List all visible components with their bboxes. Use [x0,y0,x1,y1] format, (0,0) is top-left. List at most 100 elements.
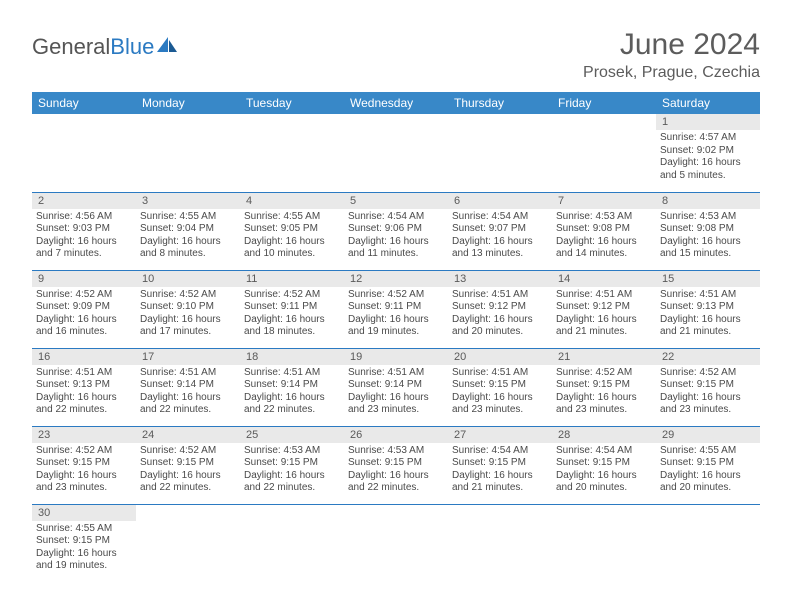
day-number: 13 [448,271,552,287]
day-body: Sunrise: 4:56 AMSunset: 9:03 PMDaylight:… [32,209,136,263]
sunrise-text: Sunrise: 4:51 AM [452,367,548,380]
sail-icon [156,36,178,54]
sunrise-text: Sunrise: 4:51 AM [36,367,132,380]
sunrise-text: Sunrise: 4:52 AM [556,367,652,380]
day-body: Sunrise: 4:53 AMSunset: 9:15 PMDaylight:… [240,443,344,497]
calendar-week: 1Sunrise: 4:57 AMSunset: 9:02 PMDaylight… [32,114,760,192]
daylight-text: Daylight: 16 hours and 14 minutes. [556,236,652,261]
brand-general: General [32,34,110,60]
daylight-text: Daylight: 16 hours and 20 minutes. [556,470,652,495]
calendar-day: 17Sunrise: 4:51 AMSunset: 9:14 PMDayligh… [136,348,240,426]
calendar-day: 4Sunrise: 4:55 AMSunset: 9:05 PMDaylight… [240,192,344,270]
day-body: Sunrise: 4:52 AMSunset: 9:15 PMDaylight:… [552,365,656,419]
daylight-text: Daylight: 16 hours and 7 minutes. [36,236,132,261]
day-number: 20 [448,349,552,365]
sunrise-text: Sunrise: 4:54 AM [452,211,548,224]
daylight-text: Daylight: 16 hours and 21 minutes. [452,470,548,495]
calendar-day: 10Sunrise: 4:52 AMSunset: 9:10 PMDayligh… [136,270,240,348]
daylight-text: Daylight: 16 hours and 22 minutes. [348,470,444,495]
sunset-text: Sunset: 9:15 PM [140,457,236,470]
sunset-text: Sunset: 9:11 PM [244,301,340,314]
day-number: 17 [136,349,240,365]
day-number: 26 [344,427,448,443]
calendar-day: 28Sunrise: 4:54 AMSunset: 9:15 PMDayligh… [552,426,656,504]
weekday-header: Saturday [656,92,760,114]
sunrise-text: Sunrise: 4:52 AM [140,289,236,302]
calendar-day: 21Sunrise: 4:52 AMSunset: 9:15 PMDayligh… [552,348,656,426]
sunset-text: Sunset: 9:13 PM [36,379,132,392]
sunrise-text: Sunrise: 4:52 AM [348,289,444,302]
sunset-text: Sunset: 9:15 PM [660,457,756,470]
day-body: Sunrise: 4:52 AMSunset: 9:15 PMDaylight:… [32,443,136,497]
daylight-text: Daylight: 16 hours and 20 minutes. [452,314,548,339]
day-number: 19 [344,349,448,365]
sunrise-text: Sunrise: 4:54 AM [556,445,652,458]
day-body: Sunrise: 4:51 AMSunset: 9:12 PMDaylight:… [448,287,552,341]
day-number: 11 [240,271,344,287]
sunset-text: Sunset: 9:10 PM [140,301,236,314]
day-body: Sunrise: 4:52 AMSunset: 9:11 PMDaylight:… [240,287,344,341]
sunset-text: Sunset: 9:09 PM [36,301,132,314]
calendar-day: 24Sunrise: 4:52 AMSunset: 9:15 PMDayligh… [136,426,240,504]
calendar-head: SundayMondayTuesdayWednesdayThursdayFrid… [32,92,760,114]
day-body: Sunrise: 4:53 AMSunset: 9:15 PMDaylight:… [344,443,448,497]
sunrise-text: Sunrise: 4:51 AM [452,289,548,302]
sunrise-text: Sunrise: 4:53 AM [348,445,444,458]
calendar-week: 2Sunrise: 4:56 AMSunset: 9:03 PMDaylight… [32,192,760,270]
day-body: Sunrise: 4:51 AMSunset: 9:13 PMDaylight:… [656,287,760,341]
sunrise-text: Sunrise: 4:57 AM [660,132,756,145]
calendar-day: 3Sunrise: 4:55 AMSunset: 9:04 PMDaylight… [136,192,240,270]
day-body: Sunrise: 4:51 AMSunset: 9:14 PMDaylight:… [344,365,448,419]
sunset-text: Sunset: 9:15 PM [556,379,652,392]
sunrise-text: Sunrise: 4:56 AM [36,211,132,224]
calendar-day [448,504,552,582]
sunset-text: Sunset: 9:15 PM [244,457,340,470]
calendar-day [552,504,656,582]
sunrise-text: Sunrise: 4:55 AM [36,523,132,536]
day-body: Sunrise: 4:55 AMSunset: 9:15 PMDaylight:… [656,443,760,497]
calendar-day: 22Sunrise: 4:52 AMSunset: 9:15 PMDayligh… [656,348,760,426]
calendar-day: 13Sunrise: 4:51 AMSunset: 9:12 PMDayligh… [448,270,552,348]
calendar-day: 23Sunrise: 4:52 AMSunset: 9:15 PMDayligh… [32,426,136,504]
sunrise-text: Sunrise: 4:51 AM [244,367,340,380]
day-body: Sunrise: 4:52 AMSunset: 9:15 PMDaylight:… [136,443,240,497]
daylight-text: Daylight: 16 hours and 22 minutes. [140,470,236,495]
sunset-text: Sunset: 9:11 PM [348,301,444,314]
daylight-text: Daylight: 16 hours and 22 minutes. [244,470,340,495]
calendar-day: 19Sunrise: 4:51 AMSunset: 9:14 PMDayligh… [344,348,448,426]
day-number: 22 [656,349,760,365]
brand-logo: GeneralBlue [32,28,178,60]
calendar-day: 7Sunrise: 4:53 AMSunset: 9:08 PMDaylight… [552,192,656,270]
daylight-text: Daylight: 16 hours and 19 minutes. [36,548,132,573]
day-number: 14 [552,271,656,287]
daylight-text: Daylight: 16 hours and 19 minutes. [348,314,444,339]
day-body: Sunrise: 4:51 AMSunset: 9:14 PMDaylight:… [136,365,240,419]
sunset-text: Sunset: 9:12 PM [452,301,548,314]
daylight-text: Daylight: 16 hours and 23 minutes. [556,392,652,417]
day-body: Sunrise: 4:51 AMSunset: 9:13 PMDaylight:… [32,365,136,419]
calendar-day: 12Sunrise: 4:52 AMSunset: 9:11 PMDayligh… [344,270,448,348]
location: Prosek, Prague, Czechia [583,64,760,82]
calendar-day [240,114,344,192]
calendar-day [136,504,240,582]
sunrise-text: Sunrise: 4:52 AM [660,367,756,380]
daylight-text: Daylight: 16 hours and 23 minutes. [660,392,756,417]
sunset-text: Sunset: 9:02 PM [660,145,756,158]
day-number: 30 [32,505,136,521]
sunrise-text: Sunrise: 4:52 AM [244,289,340,302]
sunrise-text: Sunrise: 4:51 AM [140,367,236,380]
sunset-text: Sunset: 9:14 PM [244,379,340,392]
day-body: Sunrise: 4:53 AMSunset: 9:08 PMDaylight:… [656,209,760,263]
day-body: Sunrise: 4:52 AMSunset: 9:10 PMDaylight:… [136,287,240,341]
day-number: 24 [136,427,240,443]
calendar-week: 16Sunrise: 4:51 AMSunset: 9:13 PMDayligh… [32,348,760,426]
month-title: June 2024 [583,28,760,62]
calendar-day [240,504,344,582]
sunrise-text: Sunrise: 4:51 AM [348,367,444,380]
sunset-text: Sunset: 9:15 PM [556,457,652,470]
calendar-day [136,114,240,192]
sunset-text: Sunset: 9:12 PM [556,301,652,314]
day-number: 8 [656,193,760,209]
weekday-header: Monday [136,92,240,114]
day-number: 18 [240,349,344,365]
